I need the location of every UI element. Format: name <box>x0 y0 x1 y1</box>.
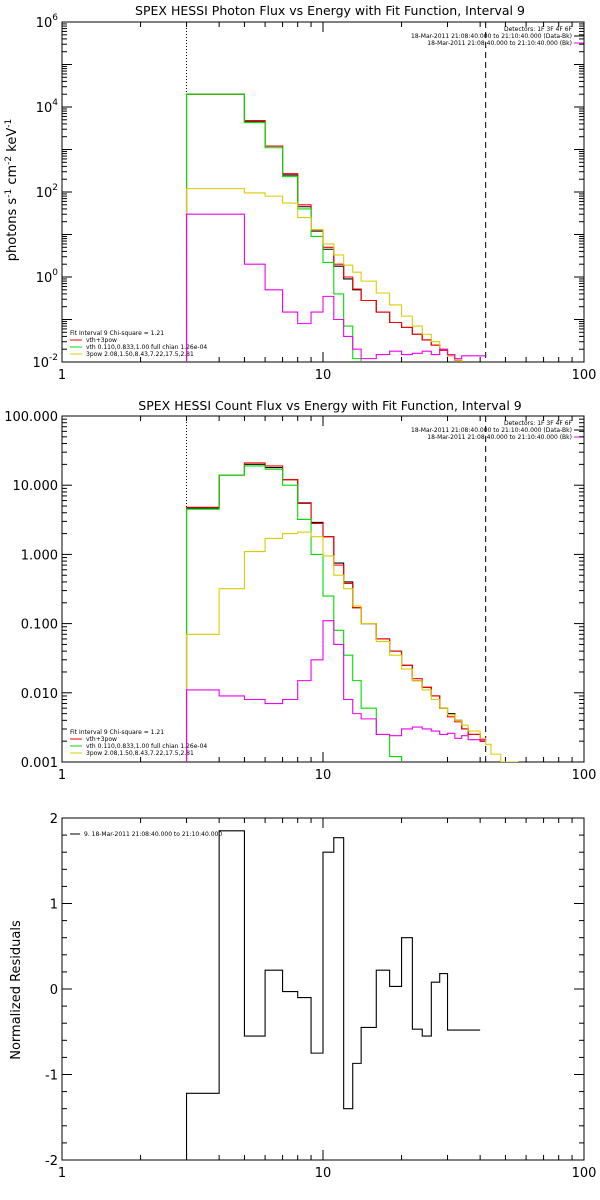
count-flux-legend-bottom: Fit Interval 9 Chi-square = 1.21 vth+3po… <box>70 729 207 757</box>
y-tick-label: 100.000 <box>4 410 58 425</box>
legend-vth3pow: vth+3pow <box>86 736 117 743</box>
y-tick-label: 0.100 <box>21 618 58 633</box>
legend-vth3pow: vth+3pow <box>86 337 117 344</box>
legend-3pow: 3pow 2.08,1.50,8.43,7.22,17.5,2.81 <box>86 351 194 358</box>
y-tick-label: 2 <box>50 812 58 827</box>
legend-data-bk: 18-Mar-2011 21:08:40.000 to 21:10:40.000… <box>411 427 572 434</box>
x-tick-label: 1 <box>58 1166 66 1181</box>
legend-vth: vth 0.110,0.833,1.00 full chian 1.26e-04 <box>86 743 207 750</box>
legend-fit-interval: Fit Interval 9 Chi-square = 1.21 <box>70 729 164 736</box>
photon-flux-plot-area: 1 10 100 10-2 100 102 104 106 <box>32 13 596 383</box>
x-tick-label: 100 <box>572 1166 597 1181</box>
x-tick-label: 100 <box>572 768 597 783</box>
photon-flux-legend-top: Detectors: 1F 3F 4F 6F 18-Mar-2011 21:08… <box>411 26 584 47</box>
count-flux-panel: SPEX HESSI Count Flux vs Energy with Fit… <box>70 398 584 757</box>
y-tick-label: 104 <box>36 98 59 116</box>
series-line-1 <box>185 93 463 362</box>
y-tick-label: 1 <box>50 898 58 913</box>
x-tick-label: 10 <box>315 368 332 383</box>
series-line-0 <box>185 93 463 362</box>
x-tick-label: 1 <box>58 768 66 783</box>
x-tick-label: 100 <box>572 368 597 383</box>
residuals-plot-area: 1 10 100 -2 -1 0 1 2 <box>45 812 596 1181</box>
legend-3pow: 3pow 2.08,1.50,8.43,7.22,17.5,2.81 <box>86 750 194 757</box>
series-line-4 <box>185 213 486 362</box>
series-line-3 <box>185 531 519 762</box>
series-line-4 <box>185 620 486 762</box>
residuals-panel: Normalized Residuals 9. 18-Mar-2011 21:0… <box>9 831 222 1060</box>
y-tick-label: 1.000 <box>21 548 58 563</box>
y-tick-label: -2 <box>45 1154 58 1169</box>
photon-flux-ylabel: photons s-1 cm-2 keV-1 <box>4 119 20 261</box>
photon-flux-panel: SPEX HESSI Photon Flux vs Energy with Fi… <box>4 3 584 358</box>
series-line-2 <box>185 465 403 762</box>
legend-detectors: Detectors: 1F 3F 4F 6F <box>504 420 573 427</box>
legend-bk: 18-Mar-2011 21:08:40.000 to 21:10:40.000… <box>427 40 572 47</box>
series-line-1 <box>185 462 486 762</box>
y-tick-label: 102 <box>36 183 58 201</box>
series-line-0 <box>185 830 481 1160</box>
count-flux-title: SPEX HESSI Count Flux vs Energy with Fit… <box>138 398 521 413</box>
x-tick-label: 1 <box>58 368 66 383</box>
y-tick-label: 0 <box>50 983 58 998</box>
x-tick-label: 10 <box>315 768 332 783</box>
legend-bk: 18-Mar-2011 21:08:40.000 to 21:10:40.000… <box>427 434 572 441</box>
y-tick-label: 0.001 <box>21 756 58 771</box>
residuals-ylabel: Normalized Residuals <box>9 920 24 1060</box>
legend-fit-interval: Fit Interval 9 Chi-square = 1.21 <box>70 330 164 337</box>
count-flux-legend-top: Detectors: 1F 3F 4F 6F 18-Mar-2011 21:08… <box>411 420 584 441</box>
y-tick-label: -1 <box>45 1069 58 1084</box>
legend-data-bk: 18-Mar-2011 21:08:40.000 to 21:10:40.000… <box>411 33 572 40</box>
count-flux-plot-area: 1 10 100 0.001 0.010 0.100 1.000 10.000 100.000 <box>4 410 596 783</box>
y-tick-label: 10.000 <box>13 479 59 494</box>
series-line-0 <box>185 463 486 762</box>
photon-flux-title: SPEX HESSI Photon Flux vs Energy with Fi… <box>135 3 525 18</box>
series-line-2 <box>185 93 362 362</box>
y-tick-label: 106 <box>36 13 59 31</box>
legend-vth: vth 0.110,0.833,1.00 full chian 1.26e-04 <box>86 344 207 351</box>
residuals-legend: 9. 18-Mar-2011 21:08:40.000 to 21:10:40.… <box>84 831 222 838</box>
y-tick-label: 10-2 <box>32 353 58 371</box>
series-line-3 <box>185 188 463 362</box>
legend-detectors: Detectors: 1F 3F 4F 6F <box>504 26 573 33</box>
x-tick-label: 10 <box>315 1166 332 1181</box>
y-tick-label: 0.010 <box>21 687 58 702</box>
y-tick-label: 100 <box>36 268 59 286</box>
photon-flux-legend-bottom: Fit Interval 9 Chi-square = 1.21 vth+3po… <box>70 330 207 358</box>
